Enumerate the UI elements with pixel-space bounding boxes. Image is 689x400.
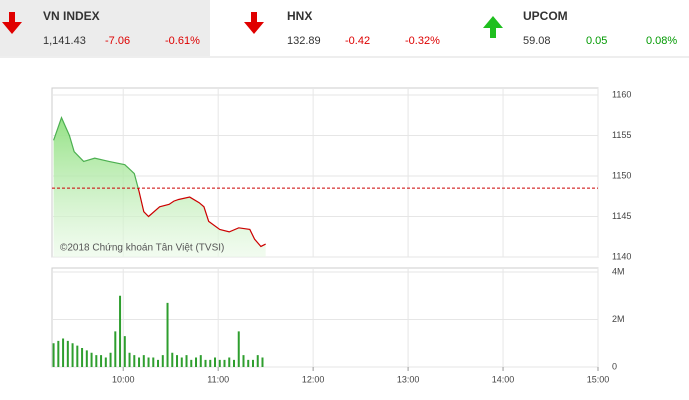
volume-bar [199, 355, 202, 367]
volume-bar [128, 352, 131, 367]
index-change: -7.06 [105, 35, 130, 47]
y-tick-label: 1150 [612, 170, 631, 180]
x-tick-label: 13:00 [397, 374, 420, 384]
volume-bar [147, 357, 150, 367]
volume-bar [157, 359, 160, 367]
volume-bar [233, 359, 235, 367]
volume-bar [251, 359, 254, 367]
arrow-down [2, 12, 22, 34]
volume-bar [180, 357, 183, 367]
volume-bar [57, 340, 60, 367]
index-percent: -0.61% [165, 35, 200, 47]
panel-frame [51, 267, 599, 368]
index-value: 132.89 [287, 35, 321, 47]
x-tick-label: 12:00 [302, 374, 325, 384]
active-tab[interactable] [0, 0, 210, 56]
index-percent: -0.32% [405, 35, 440, 47]
volume-bar [166, 302, 169, 367]
volume-bar [90, 352, 93, 367]
arrow-up [483, 16, 503, 38]
price-line [53, 116, 266, 248]
volume-bar [242, 355, 245, 367]
watermark: ©2018 Chứng khoán Tân Việt (TVSI) [60, 243, 224, 254]
index-name: HNX [287, 9, 312, 23]
y-tick-label: 0 [612, 361, 617, 371]
volume-bar [104, 357, 107, 367]
index-name: VN INDEX [43, 9, 100, 23]
volume-bar [218, 359, 221, 367]
volume-bar [119, 295, 122, 367]
arrow-down [244, 12, 264, 34]
x-tick-label: 14:00 [492, 374, 515, 384]
volume-bar [261, 357, 264, 367]
volume-bar [152, 357, 155, 367]
volume-bar [62, 338, 65, 367]
y-tick-label: 1140 [612, 251, 631, 261]
volume-bar [85, 350, 88, 367]
volume-bar [123, 336, 126, 367]
volume-bar [76, 345, 79, 367]
volume-bar [171, 352, 174, 367]
x-tick-label: 15:00 [587, 374, 610, 384]
volume-bar [66, 340, 69, 367]
volume-bar [190, 359, 193, 367]
index-value: 59.08 [523, 35, 551, 47]
x-tick-label: 10:00 [112, 374, 135, 384]
volume-bar [81, 348, 84, 367]
index-value: 1,141.43 [43, 35, 86, 47]
index-change: 0.05 [586, 35, 607, 47]
volume-bar [256, 355, 259, 367]
volume-bar [138, 357, 141, 367]
volume-bar [247, 359, 250, 367]
volume-bar [71, 343, 74, 367]
y-tick-label: 2M [612, 314, 625, 324]
volume-bar [161, 355, 164, 367]
volume-bar [204, 359, 207, 367]
volume-bar [237, 331, 240, 367]
volume-bar [109, 352, 112, 367]
x-tick-label: 11:00 [207, 374, 229, 384]
price-area [53, 117, 266, 258]
y-tick-label: 1155 [612, 130, 631, 140]
volume-bar [100, 355, 103, 367]
volume-bar [176, 355, 179, 367]
volume-bar [185, 355, 188, 367]
volume-bar [114, 331, 117, 367]
volume-bar [195, 357, 198, 367]
volume-bar [52, 343, 55, 367]
volume-bar [95, 355, 98, 367]
index-change: -0.42 [345, 35, 370, 47]
volume-bar [142, 355, 145, 367]
volume-bar [209, 359, 212, 367]
volume-bar [223, 359, 226, 367]
y-tick-label: 1145 [612, 211, 631, 221]
volume-bar [214, 357, 217, 367]
y-tick-label: 4M [612, 266, 625, 276]
index-name: UPCOM [523, 9, 568, 23]
volume-bar [228, 357, 231, 367]
y-tick-label: 1160 [612, 89, 631, 99]
volume-bar [133, 355, 136, 367]
index-percent: 0.08% [646, 35, 677, 47]
